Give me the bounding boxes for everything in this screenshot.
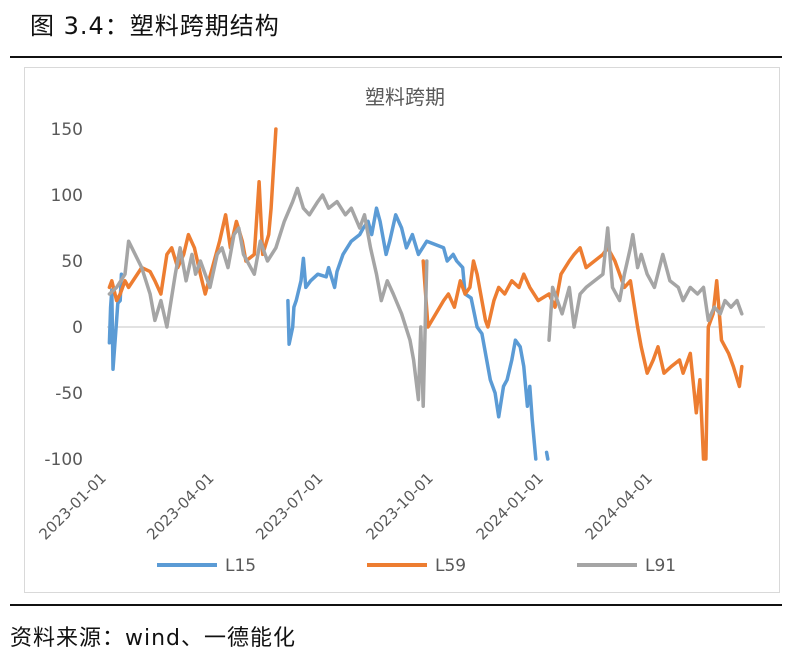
x-tick-label: 2024-01-01 (473, 469, 547, 543)
y-tick-label: 150 (51, 120, 83, 140)
bottom-rule (10, 604, 782, 606)
y-tick-label: -50 (55, 384, 83, 404)
series-line-l15 (107, 206, 550, 461)
legend-label-l15: L15 (225, 556, 256, 576)
x-tick-label: 2023-07-01 (252, 469, 326, 543)
legend-label-l91: L91 (645, 556, 676, 576)
x-tick-label: 2023-10-01 (362, 469, 436, 543)
chart-title: 塑料跨期 (365, 85, 445, 109)
source-note: 资料来源：wind、一德能化 (10, 626, 297, 651)
x-tick-label: 2023-04-01 (143, 469, 217, 543)
top-rule (10, 56, 782, 58)
x-tick-label: 2023-01-01 (35, 469, 109, 543)
spread-line-chart: 塑料跨期 150 100 50 0 -50 -100 2023-01-01 2023-04-… (35, 85, 765, 576)
figure-title: 图 3.4：塑料跨期结构 (30, 12, 280, 40)
chart-frame: 塑料跨期 150 100 50 0 -50 -100 2023-01-01 2023-04-… (24, 67, 780, 593)
legend-label-l59: L59 (435, 556, 466, 576)
y-tick-label: -100 (44, 450, 83, 470)
y-tick-label: 0 (72, 318, 83, 338)
x-tick-label: 2024-04-01 (582, 469, 656, 543)
y-tick-label: 100 (51, 186, 83, 206)
series-line-l91 (547, 226, 744, 342)
series-line-l91 (107, 186, 429, 408)
series-line-l59 (107, 127, 744, 461)
y-tick-label: 50 (61, 252, 83, 272)
